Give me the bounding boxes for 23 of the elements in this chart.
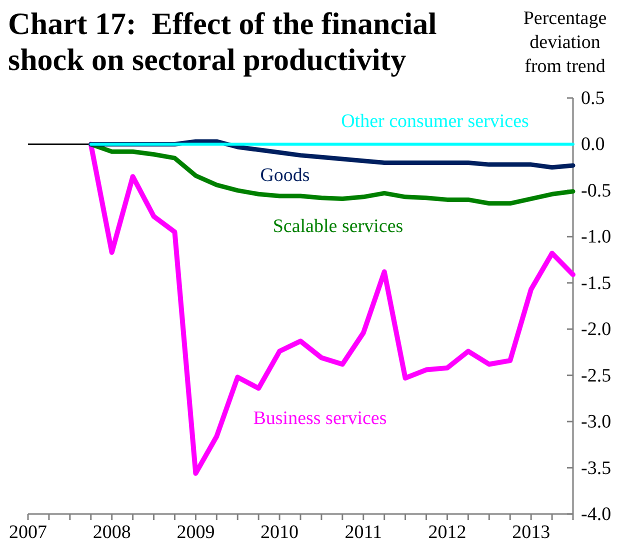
y-tick-label: 0.0 [581, 134, 605, 156]
chart-title: Chart 17: Effect of the financial shock on sectoral productivity [8, 6, 438, 77]
series-label: Scalable services [272, 216, 404, 237]
x-tick-label: 2008 [92, 522, 131, 543]
x-tick-label: 2009 [176, 522, 215, 543]
x-tick-label: 2013 [512, 522, 550, 543]
x-tick-label: 2012 [428, 522, 466, 543]
series-label: Goods [260, 165, 310, 186]
y-tick-label: -2.5 [581, 365, 612, 386]
y-tick-label: -3.0 [581, 412, 612, 433]
x-tick-label: 2007 [9, 522, 47, 543]
y-tick-label: 0.5 [581, 88, 605, 109]
series-label: Business services [253, 408, 387, 429]
y-tick-label: -3.5 [581, 458, 612, 479]
y-tick-label: -1.5 [581, 272, 612, 294]
x-tick-label: 2010 [260, 522, 299, 543]
series-label: Other consumer services [341, 111, 529, 132]
y-axis-title: Percentage deviation from trend [523, 8, 607, 77]
y-tick-label: -0.5 [581, 180, 612, 202]
y-tick-label: -2.0 [581, 319, 612, 340]
y-tick-label: -4.0 [581, 504, 612, 525]
y-tick-label: -1.0 [581, 226, 612, 248]
x-tick-label: 2011 [344, 522, 382, 543]
